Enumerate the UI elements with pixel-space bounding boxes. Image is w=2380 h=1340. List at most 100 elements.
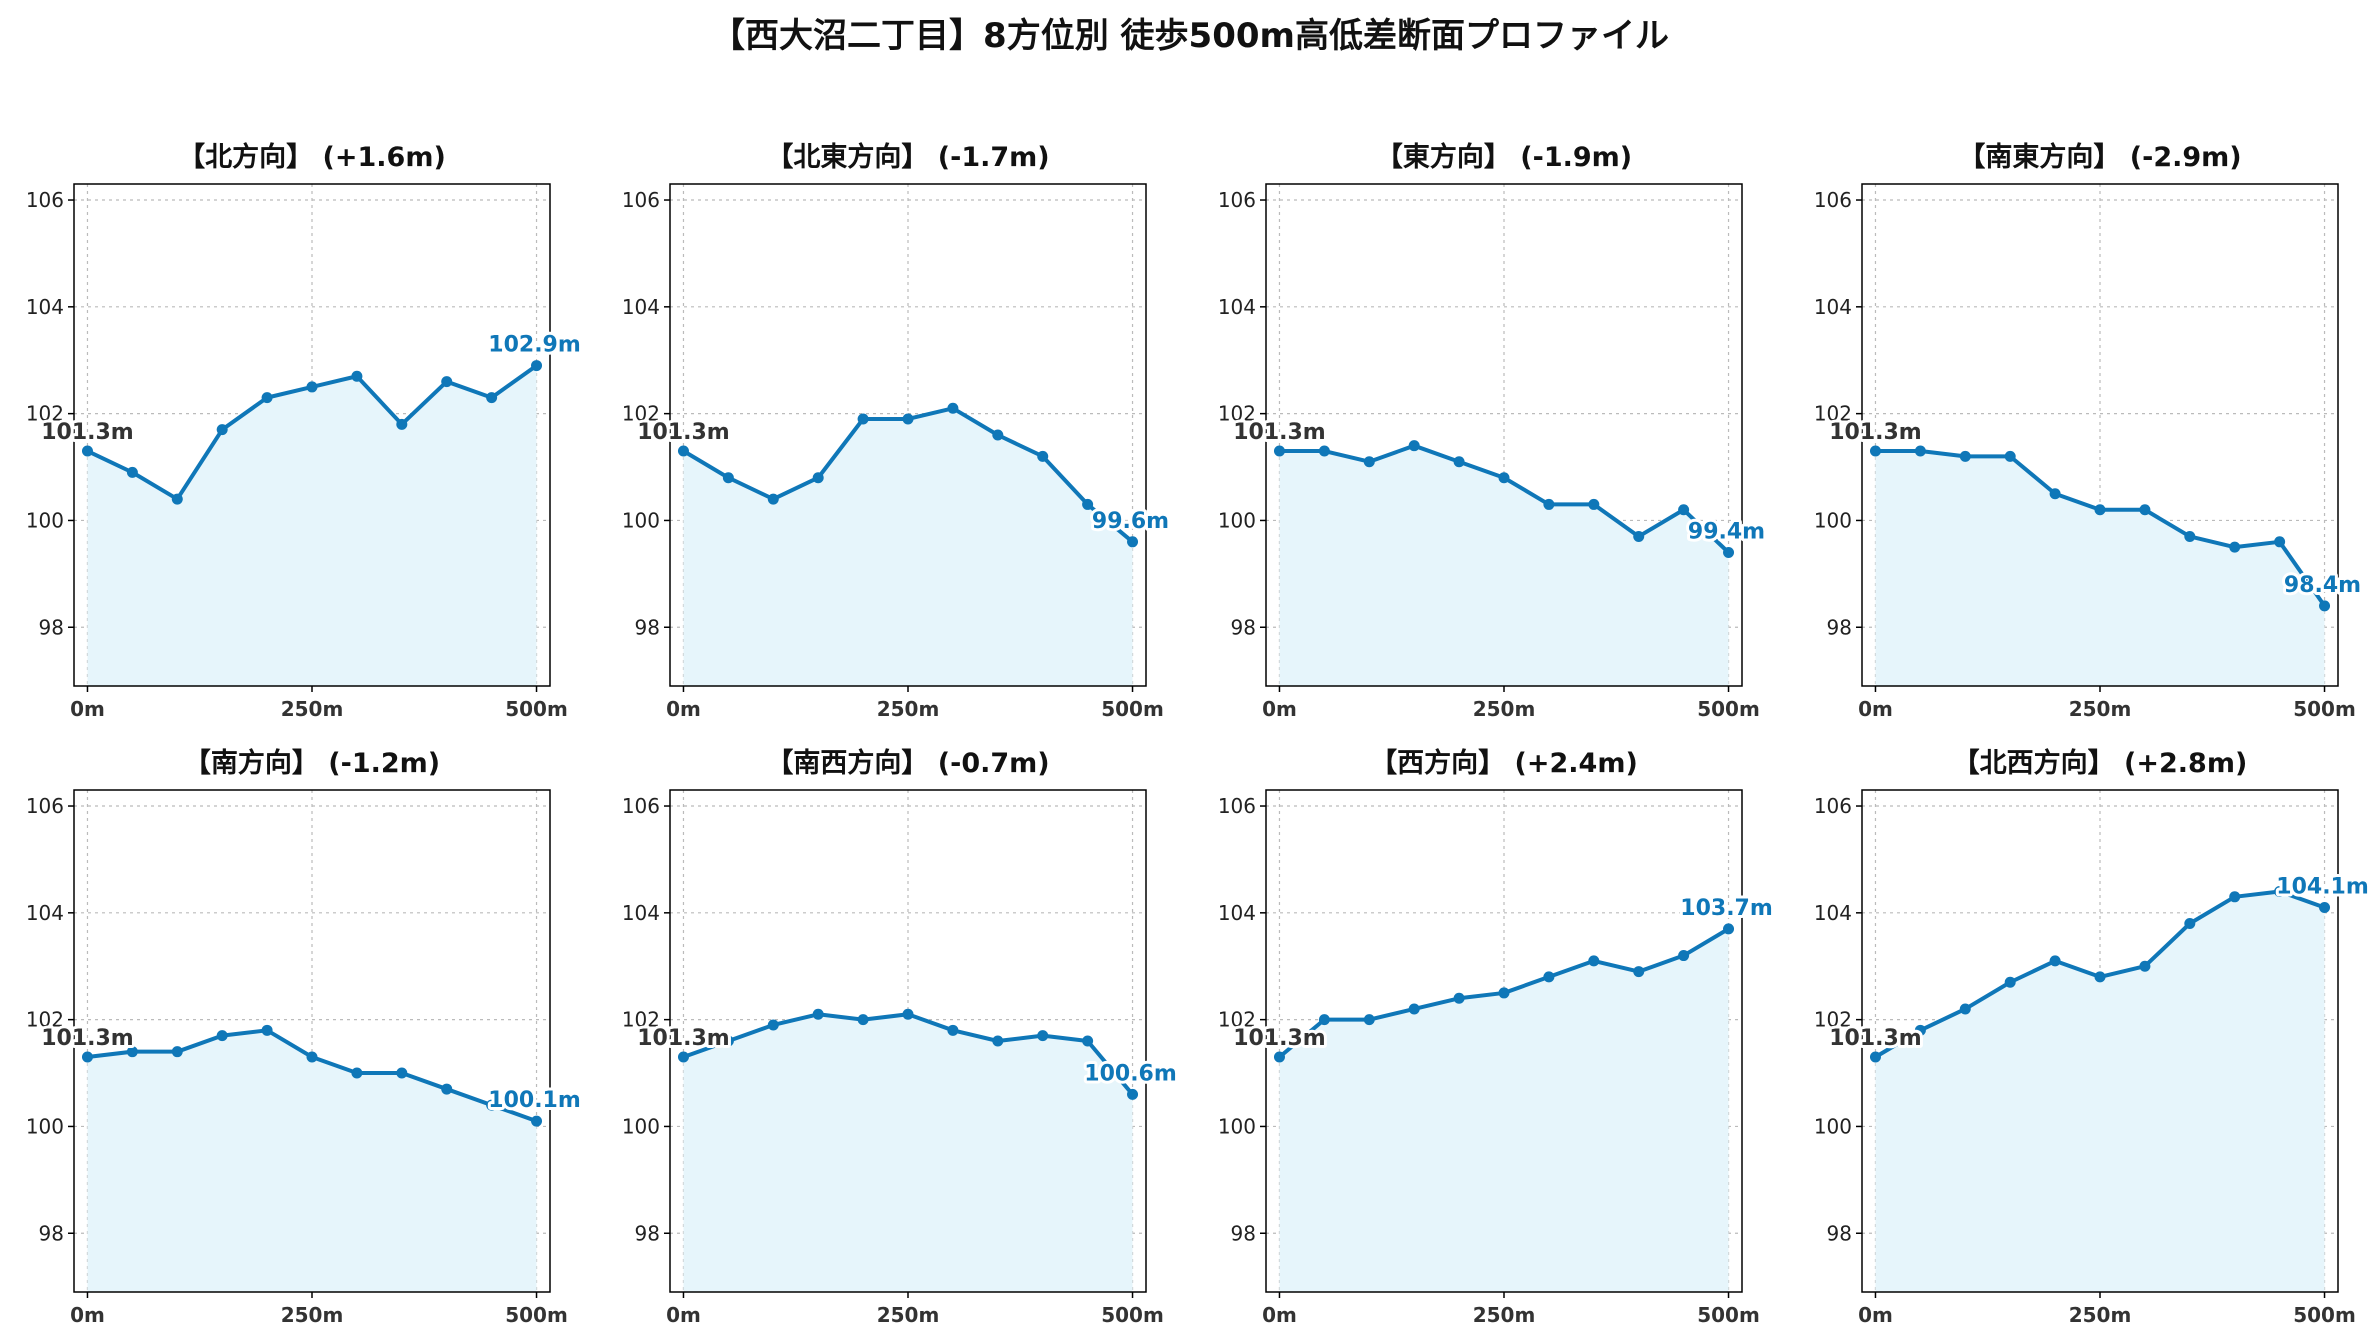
x-tick-label: 250m: [1473, 1303, 1536, 1327]
data-point: [1408, 440, 1420, 452]
y-tick-label: 102: [1218, 402, 1256, 426]
start-value-label: 101.3m: [637, 1026, 730, 1051]
y-tick-label: 98: [39, 615, 64, 639]
x-tick-label: 0m: [1858, 697, 1893, 721]
y-tick-label: 104: [26, 295, 64, 319]
data-point: [171, 493, 183, 505]
x-tick-label: 0m: [1262, 697, 1297, 721]
data-point: [1082, 498, 1094, 510]
data-point: [2139, 960, 2151, 972]
data-point: [992, 1035, 1004, 1047]
data-point: [126, 466, 138, 478]
data-point: [677, 1051, 689, 1063]
data-point: [947, 402, 959, 414]
area-fill: [1875, 451, 2325, 686]
y-tick-label: 102: [1218, 1008, 1256, 1032]
x-tick-label: 0m: [70, 697, 105, 721]
data-point: [396, 418, 408, 430]
x-tick-label: 250m: [281, 697, 344, 721]
y-tick-label: 100: [1814, 1114, 1852, 1138]
x-tick-label: 500m: [1697, 1303, 1760, 1327]
data-point: [1633, 530, 1645, 542]
data-point: [2049, 488, 2061, 500]
area-fill: [1279, 445, 1729, 686]
start-value-label: 101.3m: [1233, 420, 1326, 445]
data-point: [396, 1067, 408, 1079]
data-point: [261, 392, 273, 404]
panel-0: 【北方向】 (+1.6m) 98 100 102 104 106 0m 250m 500m 101…: [26, 141, 584, 721]
data-point: [1678, 950, 1690, 962]
data-point: [1453, 456, 1465, 468]
data-point: [1498, 472, 1510, 484]
data-point: [2139, 504, 2151, 516]
x-tick-label: 250m: [877, 697, 940, 721]
x-tick-label: 500m: [1697, 697, 1760, 721]
y-tick-label: 104: [622, 901, 660, 925]
panel-title: 【南東方向】 (-2.9m): [1958, 141, 2241, 173]
end-value-label: 104.1m: [2276, 874, 2369, 899]
y-tick-label: 102: [26, 402, 64, 426]
data-point: [351, 1067, 363, 1079]
y-tick-label: 98: [39, 1221, 64, 1245]
panel-5: 【南西方向】 (-0.7m) 98 100 102 104 106 0m 250m 500m 10…: [622, 747, 1180, 1327]
y-tick-label: 98: [1827, 1221, 1852, 1245]
data-point: [1633, 966, 1645, 978]
data-point: [1127, 536, 1139, 548]
y-tick-label: 102: [622, 402, 660, 426]
y-tick-label: 102: [622, 1008, 660, 1032]
data-point: [1037, 450, 1049, 462]
figure-title: 【西大沼二丁目】8方位別 徒歩500m高低差断面プロファイル: [711, 16, 1669, 56]
data-point: [1408, 1003, 1420, 1015]
y-tick-label: 100: [1218, 508, 1256, 532]
panel-title: 【南方向】 (-1.2m): [184, 747, 440, 779]
end-value-label: 99.6m: [1092, 509, 1169, 534]
y-tick-label: 106: [622, 794, 660, 818]
data-point: [1959, 450, 1971, 462]
x-tick-label: 500m: [505, 697, 568, 721]
data-point: [2319, 901, 2331, 913]
panel-1: 【北東方向】 (-1.7m) 98 100 102 104 106 0m 250m 500m 10…: [622, 141, 1172, 721]
data-point: [2094, 971, 2106, 983]
data-point: [2274, 885, 2286, 897]
y-tick-label: 100: [622, 1114, 660, 1138]
data-point: [902, 413, 914, 425]
end-value-label: 100.1m: [488, 1088, 581, 1113]
end-value-label: 103.7m: [1680, 896, 1773, 921]
data-point: [261, 1024, 273, 1036]
data-point: [486, 1099, 498, 1111]
data-point: [2229, 541, 2241, 553]
x-tick-label: 0m: [1858, 1303, 1893, 1327]
y-tick-label: 104: [1814, 295, 1852, 319]
data-point: [2094, 504, 2106, 516]
y-tick-label: 106: [26, 794, 64, 818]
x-tick-label: 500m: [505, 1303, 568, 1327]
data-point: [2229, 891, 2241, 903]
y-tick-label: 98: [1231, 1221, 1256, 1245]
x-tick-label: 250m: [2069, 1303, 2132, 1327]
data-point: [531, 360, 543, 372]
x-tick-label: 250m: [281, 1303, 344, 1327]
y-tick-label: 102: [26, 1008, 64, 1032]
x-tick-label: 0m: [70, 1303, 105, 1327]
area-fill: [87, 365, 537, 686]
data-point: [857, 413, 869, 425]
data-point: [767, 1019, 779, 1031]
panel-6: 【西方向】 (+2.4m) 98 100 102 104 106 0m 250m 500m 101…: [1218, 747, 1776, 1327]
data-point: [1082, 1035, 1094, 1047]
data-point: [81, 1051, 93, 1063]
y-tick-label: 102: [1814, 1008, 1852, 1032]
data-point: [531, 1115, 543, 1127]
end-value-label: 98.4m: [2284, 573, 2361, 598]
data-point: [1588, 498, 1600, 510]
data-point: [722, 1035, 734, 1047]
data-point: [1498, 987, 1510, 999]
data-point: [1914, 1024, 1926, 1036]
data-point: [2004, 450, 2016, 462]
data-point: [2049, 955, 2061, 967]
panel-title: 【北東方向】 (-1.7m): [766, 141, 1049, 173]
data-point: [1869, 1051, 1881, 1063]
data-point: [1318, 1014, 1330, 1026]
panel-7: 【北西方向】 (+2.8m) 98 100 102 104 106 0m 250m 500m 10…: [1814, 747, 2372, 1327]
x-tick-label: 250m: [1473, 697, 1536, 721]
y-tick-label: 106: [1814, 188, 1852, 212]
